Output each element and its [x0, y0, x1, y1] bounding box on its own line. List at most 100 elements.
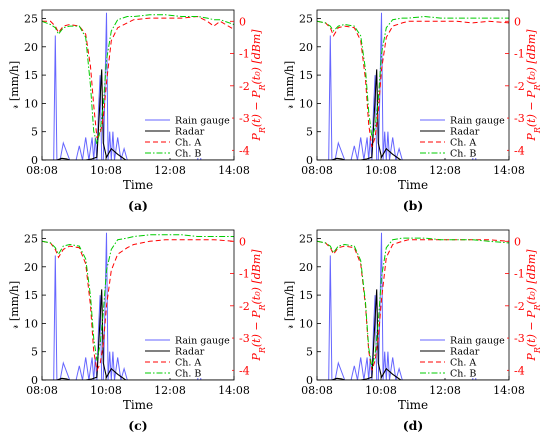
- legend-entry: Ch. A: [175, 358, 201, 369]
- plot-frame: [316, 9, 510, 161]
- plot-frame: [41, 9, 235, 161]
- legend-entry: Ch. B: [175, 149, 201, 160]
- x-tick-label: 12:08: [429, 164, 461, 177]
- left-tick-label: 25: [299, 232, 313, 245]
- left-tick-label: 0: [306, 154, 313, 167]
- x-tick-label: 08:08: [26, 164, 58, 177]
- right-axis-label: PR(t) − PR(t₀) [dBm]: [250, 29, 267, 142]
- right-tick-label: -2: [514, 300, 525, 313]
- left-tick-label: 20: [24, 261, 38, 274]
- x-axis-label: Time: [398, 398, 428, 412]
- right-tick-label: -2: [239, 80, 250, 93]
- right-tick-label: -4: [239, 364, 250, 377]
- left-tick-label: 10: [299, 317, 313, 330]
- x-tick-label: 12:08: [154, 384, 186, 397]
- left-axis-label: 𝓇 [mm/h]: [8, 281, 21, 329]
- x-tick-label: 14:08: [493, 384, 525, 397]
- right-tick-label: 0: [514, 15, 521, 28]
- legend-entry: Ch. A: [450, 138, 476, 149]
- left-tick-label: 10: [299, 97, 313, 110]
- left-tick-label: 20: [24, 41, 38, 54]
- panel-label: (c): [128, 418, 147, 433]
- x-tick-label: 10:08: [365, 384, 397, 397]
- series-line-radar: [317, 69, 509, 160]
- right-tick-label: -4: [239, 144, 250, 157]
- x-tick-label: 14:08: [218, 384, 250, 397]
- x-tick-label: 10:08: [90, 164, 122, 177]
- left-tick-label: 10: [24, 97, 38, 110]
- right-tick-label: -2: [239, 300, 250, 313]
- legend-entry: Radar: [175, 347, 205, 358]
- legend-entry: Ch. A: [175, 138, 201, 149]
- series-line-ch-b: [317, 15, 509, 138]
- left-tick-label: 15: [24, 289, 38, 302]
- right-tick-label: -4: [514, 144, 525, 157]
- right-tick-label: 0: [514, 235, 521, 248]
- x-axis-label: Time: [123, 398, 153, 412]
- x-tick-label: 10:08: [90, 384, 122, 397]
- left-tick-label: 5: [306, 346, 313, 359]
- plot-frame: [41, 229, 235, 381]
- x-tick-label: 08:08: [26, 384, 58, 397]
- plot-area: [317, 232, 509, 380]
- legend-entry: Rain gauge: [450, 336, 505, 347]
- legend-entry: Radar: [175, 127, 205, 138]
- left-axis-label: 𝓇 [mm/h]: [283, 281, 296, 329]
- legend-entry: Radar: [450, 127, 480, 138]
- left-tick-label: 5: [31, 126, 38, 139]
- series-line-radar: [317, 289, 509, 380]
- panel-label: (d): [403, 418, 424, 433]
- right-axis-label: PR(t) − PR(t₀) [dBm]: [525, 29, 542, 142]
- left-tick-label: 10: [24, 317, 38, 330]
- left-tick-label: 20: [299, 41, 313, 54]
- right-tick-label: -4: [514, 364, 525, 377]
- x-tick-label: 12:08: [429, 384, 461, 397]
- series-line-ch-a: [317, 239, 509, 371]
- right-tick-label: -1: [239, 268, 250, 281]
- left-tick-label: 25: [299, 12, 313, 25]
- right-axis-label: PR(t) − PR(t₀) [dBm]: [525, 249, 542, 362]
- left-tick-label: 0: [31, 374, 38, 387]
- legend-entry: Ch. B: [450, 369, 476, 380]
- x-axis-label: Time: [398, 178, 428, 192]
- plot-area: [317, 12, 509, 160]
- plot-area: [42, 12, 234, 160]
- left-tick-label: 25: [24, 232, 38, 245]
- x-tick-label: 14:08: [218, 164, 250, 177]
- left-tick-label: 15: [24, 69, 38, 82]
- right-axis-label: PR(t) − PR(t₀) [dBm]: [250, 249, 267, 362]
- series-line-ch-a: [317, 20, 509, 148]
- left-tick-label: 0: [31, 154, 38, 167]
- legend-entry: Radar: [450, 347, 480, 358]
- left-tick-label: 25: [24, 12, 38, 25]
- right-tick-label: -3: [239, 112, 250, 125]
- panel-label: (b): [403, 198, 424, 213]
- left-tick-label: 20: [299, 261, 313, 274]
- right-tick-label: -3: [239, 332, 250, 345]
- series-line-ch-b: [317, 237, 509, 368]
- right-tick-label: 0: [239, 235, 246, 248]
- series-line-ch-b: [42, 234, 234, 361]
- legend-entry: Ch. A: [450, 358, 476, 369]
- left-tick-label: 5: [31, 346, 38, 359]
- legend-entry: Rain gauge: [450, 116, 505, 127]
- left-axis-label: 𝓇 [mm/h]: [8, 61, 21, 109]
- legend-entry: Ch. B: [175, 369, 201, 380]
- plot-frame: [316, 229, 510, 381]
- legend-entry: Rain gauge: [175, 336, 230, 347]
- panel-label: (a): [128, 198, 148, 213]
- right-tick-label: -1: [239, 48, 250, 61]
- right-tick-label: 0: [239, 15, 246, 28]
- series-line-ch-b: [42, 14, 234, 145]
- x-tick-label: 08:08: [301, 164, 333, 177]
- left-axis-label: 𝓇 [mm/h]: [283, 61, 296, 109]
- x-tick-label: 08:08: [301, 384, 333, 397]
